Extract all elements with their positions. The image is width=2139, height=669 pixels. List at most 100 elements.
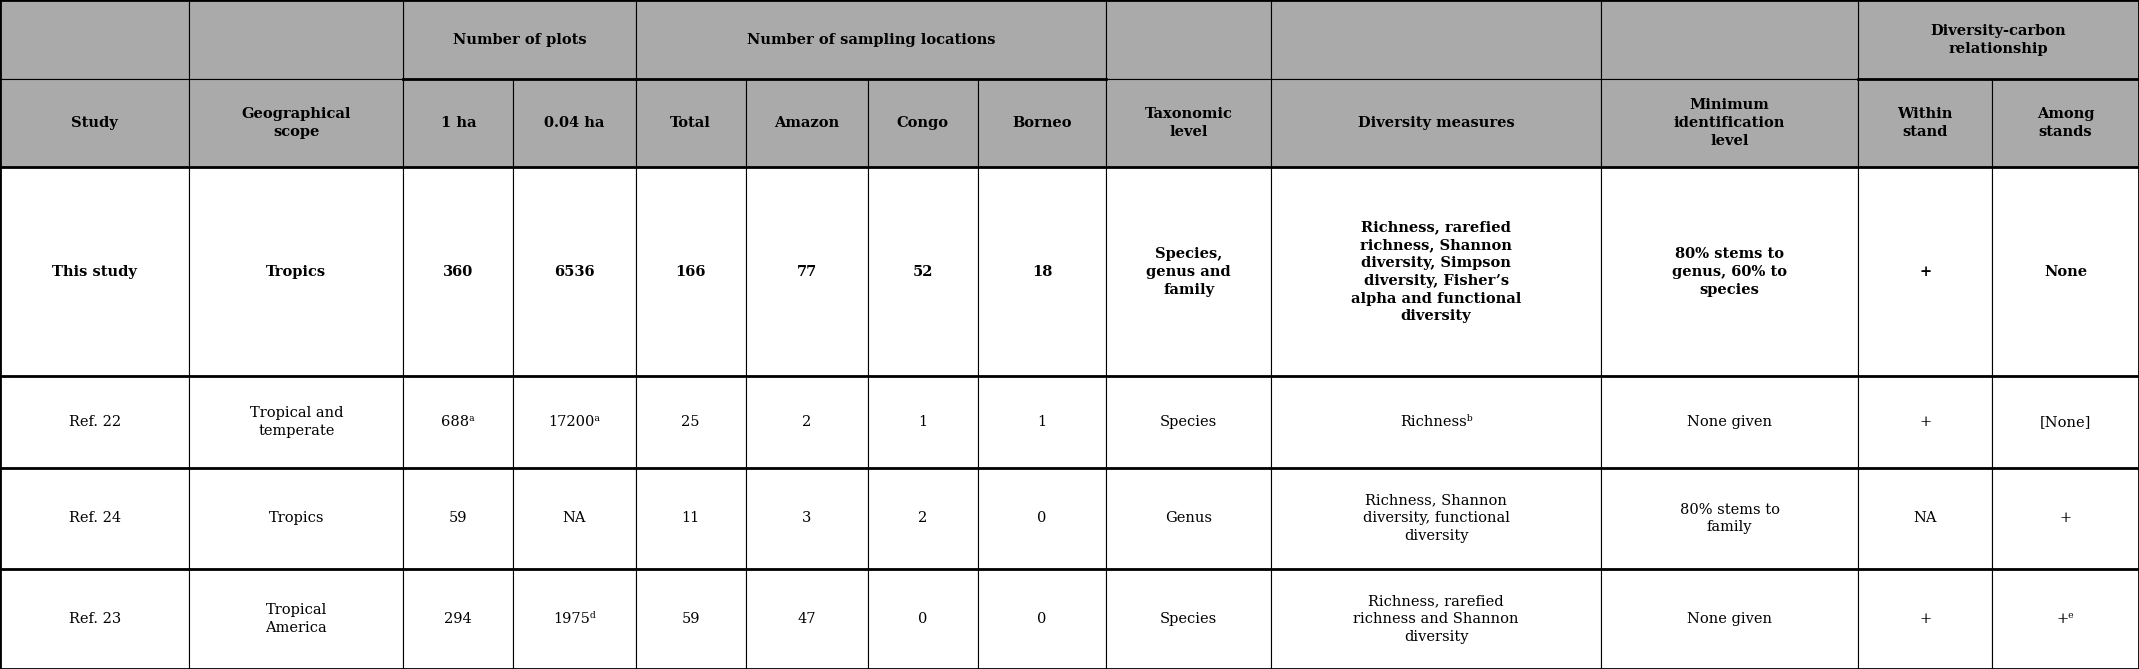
Bar — [978, 569, 1106, 669]
Bar — [747, 80, 868, 167]
Bar — [635, 167, 747, 377]
Bar — [1271, 468, 1602, 569]
Bar — [635, 0, 1106, 80]
Text: NA: NA — [1914, 512, 1936, 525]
Bar — [1271, 0, 1602, 80]
Bar — [404, 468, 513, 569]
Text: Total: Total — [670, 116, 710, 130]
Bar — [1991, 468, 2139, 569]
Text: 77: 77 — [796, 265, 817, 279]
Text: +: + — [1919, 612, 1932, 626]
Bar — [1991, 376, 2139, 468]
Text: Ref. 23: Ref. 23 — [68, 612, 120, 626]
Bar — [635, 376, 747, 468]
Bar — [1859, 0, 1991, 80]
Bar — [1859, 569, 1991, 669]
Bar — [190, 376, 404, 468]
Bar — [1602, 80, 1859, 167]
Text: +: + — [1919, 415, 1932, 429]
Text: +ᵉ: +ᵉ — [2058, 612, 2075, 626]
Bar — [1991, 80, 2139, 167]
Text: Tropical
America: Tropical America — [265, 603, 327, 635]
Text: Genus: Genus — [1166, 512, 1213, 525]
Bar — [978, 0, 1106, 80]
Text: 0: 0 — [1037, 612, 1046, 626]
Bar — [747, 468, 868, 569]
Bar — [1271, 80, 1602, 167]
Text: Study: Study — [71, 116, 118, 130]
Text: Richness, Shannon
diversity, functional
diversity: Richness, Shannon diversity, functional … — [1363, 494, 1510, 543]
Text: Among
stands: Among stands — [2036, 108, 2094, 139]
Bar — [513, 468, 635, 569]
Text: 0: 0 — [918, 612, 928, 626]
Bar — [1602, 468, 1859, 569]
Text: 25: 25 — [682, 415, 699, 429]
Text: 0.04 ha: 0.04 ha — [543, 116, 605, 130]
Text: 11: 11 — [682, 512, 699, 525]
Text: +: + — [2060, 512, 2073, 525]
Bar — [978, 468, 1106, 569]
Bar — [1106, 0, 1271, 80]
Bar — [404, 0, 635, 80]
Bar — [1602, 167, 1859, 377]
Bar — [1271, 569, 1602, 669]
Bar — [1271, 167, 1602, 377]
Text: Species: Species — [1159, 612, 1217, 626]
Text: NA: NA — [563, 512, 586, 525]
Text: 360: 360 — [443, 265, 473, 279]
Bar — [190, 0, 404, 80]
Bar — [868, 569, 978, 669]
Bar — [1106, 167, 1271, 377]
Text: 1 ha: 1 ha — [441, 116, 477, 130]
Bar — [190, 468, 404, 569]
Bar — [1271, 376, 1602, 468]
Bar — [747, 376, 868, 468]
Bar — [978, 167, 1106, 377]
Bar — [0, 468, 190, 569]
Text: 1975ᵈ: 1975ᵈ — [554, 612, 597, 626]
Text: 52: 52 — [913, 265, 933, 279]
Text: Borneo: Borneo — [1012, 116, 1072, 130]
Bar — [635, 80, 747, 167]
Bar — [1859, 167, 1991, 377]
Bar — [868, 468, 978, 569]
Bar — [1106, 0, 1271, 80]
Bar — [513, 167, 635, 377]
Bar — [1859, 0, 2139, 80]
Text: 0: 0 — [1037, 512, 1046, 525]
Bar — [1106, 569, 1271, 669]
Bar — [868, 80, 978, 167]
Text: Taxonomic
level: Taxonomic level — [1144, 108, 1232, 139]
Text: Number of sampling locations: Number of sampling locations — [747, 33, 995, 47]
Text: Geographical
scope: Geographical scope — [242, 108, 351, 139]
Bar — [1602, 376, 1859, 468]
Bar — [978, 376, 1106, 468]
Text: 1: 1 — [1037, 415, 1046, 429]
Text: Ref. 24: Ref. 24 — [68, 512, 120, 525]
Bar — [404, 0, 513, 80]
Text: Ref. 22: Ref. 22 — [68, 415, 120, 429]
Bar — [635, 569, 747, 669]
Bar — [404, 376, 513, 468]
Text: [None]: [None] — [2041, 415, 2092, 429]
Bar — [1602, 0, 1859, 80]
Bar — [513, 80, 635, 167]
Bar — [868, 167, 978, 377]
Text: Amazon: Amazon — [774, 116, 838, 130]
Text: 6536: 6536 — [554, 265, 595, 279]
Bar — [0, 376, 190, 468]
Text: 1: 1 — [918, 415, 928, 429]
Text: 3: 3 — [802, 512, 811, 525]
Bar — [1991, 167, 2139, 377]
Text: Diversity measures: Diversity measures — [1358, 116, 1514, 130]
Bar — [0, 0, 190, 80]
Text: None given: None given — [1688, 415, 1771, 429]
Bar — [513, 0, 635, 80]
Bar — [190, 167, 404, 377]
Bar — [190, 569, 404, 669]
Bar — [1602, 569, 1859, 669]
Text: Richness, rarefied
richness and Shannon
diversity: Richness, rarefied richness and Shannon … — [1354, 594, 1519, 644]
Bar — [190, 80, 404, 167]
Bar — [513, 376, 635, 468]
Text: Tropics: Tropics — [270, 512, 325, 525]
